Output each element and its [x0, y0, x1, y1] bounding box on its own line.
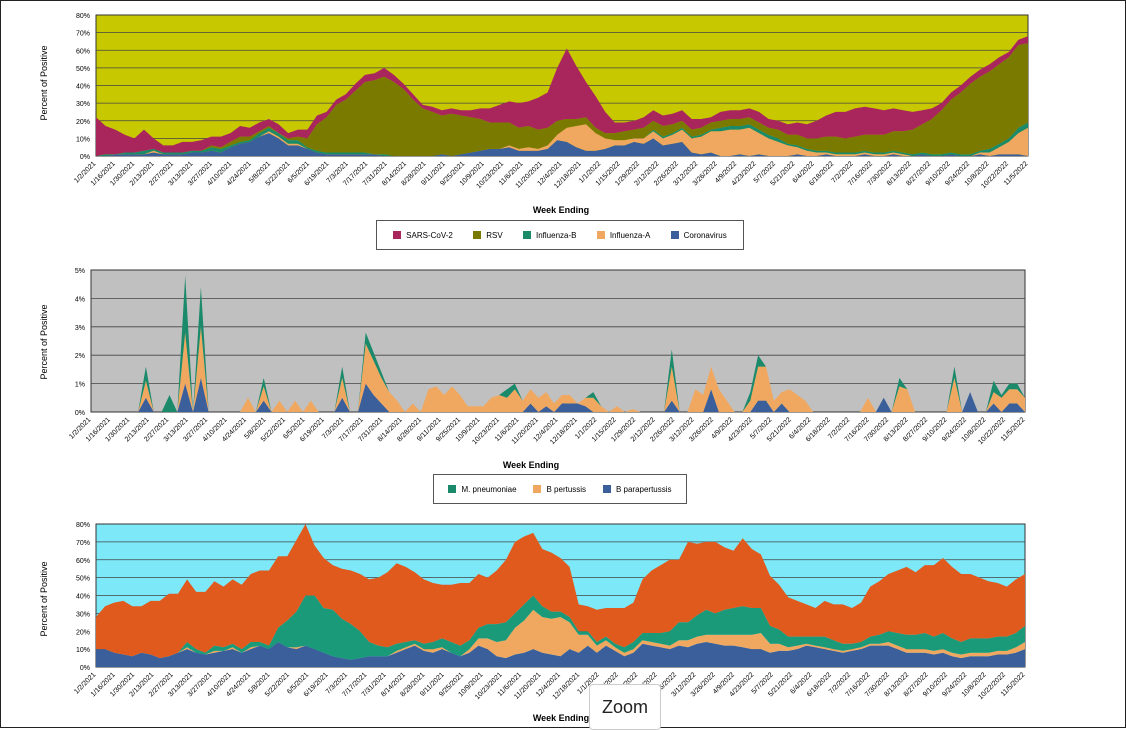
- y-tick-label: 20%: [76, 119, 90, 126]
- legend-label: RSV: [486, 230, 503, 240]
- y-tick-label: 1%: [75, 382, 85, 389]
- legend-swatch: [393, 231, 402, 239]
- area-series-series-gold: [96, 609, 1025, 660]
- legend-item: B pertussis: [533, 485, 586, 494]
- y-axis-label: Percent of Positive: [39, 561, 49, 637]
- area-series-coronavirus: [96, 133, 1028, 156]
- area-series-sars-cov-2: [96, 36, 1028, 157]
- y-tick-label: 70%: [76, 540, 90, 547]
- legend-item: RSV: [473, 230, 503, 240]
- third-panel-plot: 0%10%20%30%40%50%60%70%80%1/2/20211/16/2…: [73, 522, 1026, 701]
- y-tick-label: 0%: [80, 665, 90, 672]
- area-series-series-blue: [96, 642, 1025, 667]
- legend-item: Coronavirus: [670, 230, 727, 240]
- legend-item: Influenza-A: [596, 230, 651, 240]
- bacterial-plot: 0%1%2%3%4%5%1/2/20211/16/20211/30/20212/…: [68, 268, 1026, 446]
- x-axis-label: Week Ending: [532, 205, 590, 215]
- legend-swatch: [523, 231, 531, 239]
- legend-respiratory-viruses: SARS-CoV-2 RSV Influenza-B Influenza-A Coron…: [376, 220, 744, 250]
- legend-label: M. pneumoniae: [461, 484, 517, 494]
- y-tick-label: 4%: [75, 296, 85, 303]
- legend-bacterial: M. pneumoniae B pertussis B parapertussis: [433, 474, 687, 504]
- legend-swatch: [596, 231, 605, 239]
- zoom-button[interactable]: Zoom: [589, 684, 661, 730]
- legend-item: SARS-CoV-2: [393, 231, 453, 240]
- y-tick-label: 80%: [76, 522, 90, 529]
- third-panel-chart: 0% 10% 20% 30% 40% 50% 60% 70% 80% 1/2/2021 1/16/2…: [0, 514, 1126, 728]
- area-series-series-orange: [96, 524, 1025, 659]
- x-axis-label: Week Ending: [532, 713, 590, 723]
- y-tick-label: 0%: [75, 410, 85, 417]
- y-tick-label: 60%: [76, 558, 90, 565]
- y-axis-label: Percent of Positive: [39, 304, 49, 380]
- y-tick-label: 10%: [76, 136, 90, 143]
- legend-swatch: [670, 231, 679, 239]
- y-tick-label: 3%: [75, 325, 85, 332]
- y-tick-label: 2%: [75, 353, 85, 360]
- legend-label: B pertussis: [546, 484, 587, 494]
- x-axis-label: Week Ending: [502, 460, 560, 470]
- area-series-rsv: [96, 43, 1028, 157]
- y-axis-label: Percent of Positive: [39, 45, 49, 121]
- area-series-influenza-a: [96, 124, 1028, 156]
- area-series-series-green: [96, 595, 1025, 660]
- y-tick-label: 5%: [75, 268, 85, 275]
- respiratory-viruses-chart: 0% 10% 20% 30% 40% 50% 60% 70% 80% 1/2/2021 1/16/2…: [0, 0, 1126, 260]
- y-tick-label: 80%: [76, 13, 90, 20]
- y-tick-label: 0%: [80, 154, 90, 161]
- bacterial-chart: 0% 1% 2% 3% 4% 5% 1/2/2021 1/16/2021 1/30/2021 2/…: [0, 262, 1126, 512]
- y-tick-label: 50%: [76, 66, 90, 73]
- y-tick-label: 70%: [76, 31, 90, 38]
- y-tick-label: 10%: [76, 647, 90, 654]
- legend-label: Influenza-A: [609, 230, 651, 240]
- y-tick-label: 50%: [76, 576, 90, 583]
- legend-item: Influenza-B: [523, 231, 576, 240]
- legend-swatch: [448, 485, 457, 493]
- legend-swatch: [602, 485, 611, 493]
- y-tick-label: 60%: [76, 48, 90, 55]
- legend-item: B parapertussis: [602, 484, 672, 494]
- y-tick-label: 40%: [76, 594, 90, 601]
- y-tick-label: 40%: [76, 84, 90, 91]
- legend-label: Coronavirus: [683, 230, 727, 240]
- y-tick-label: 20%: [76, 629, 90, 636]
- legend-swatch: [473, 231, 482, 239]
- legend-label: Influenza-B: [536, 230, 577, 240]
- respiratory-viruses-plot: 0%10%20%30%40%50%60%70%80%1/2/20211/16/2…: [73, 13, 1029, 190]
- plot-background: [90, 269, 1026, 413]
- area-series-influenza-b: [96, 122, 1028, 156]
- legend-item: M. pneumoniae: [448, 484, 517, 494]
- y-tick-label: 30%: [76, 101, 90, 108]
- legend-label: B parapertussis: [615, 484, 672, 494]
- y-tick-label: 30%: [76, 611, 90, 618]
- legend-label: SARS-CoV-2: [406, 230, 453, 240]
- legend-swatch: [533, 485, 542, 493]
- area-series-b-parapertussis: [91, 377, 1025, 412]
